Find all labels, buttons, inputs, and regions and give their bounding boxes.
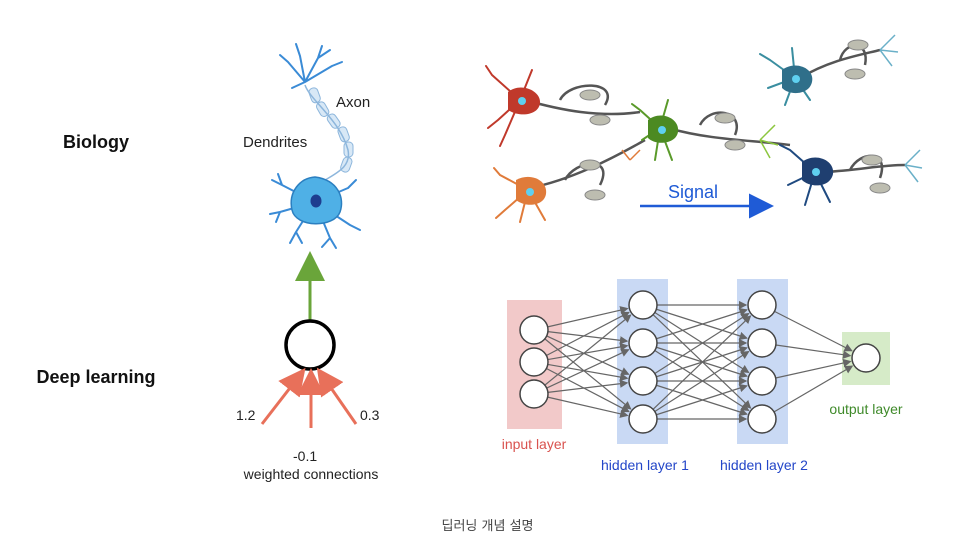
weight-arrow-3 [316, 367, 358, 425]
network-edge [775, 344, 852, 359]
figure-caption: 딥러닝 개념 설명 [441, 519, 534, 534]
deep-learning-label: Deep learning [36, 367, 155, 387]
weight-label-2: -0.1 [293, 448, 317, 464]
hidden-2-node [747, 404, 777, 434]
network-edge [656, 384, 748, 416]
hidden-1-node [628, 290, 658, 320]
hidden-2-node [747, 290, 777, 320]
network-edge [656, 308, 748, 340]
network-edge [654, 312, 750, 374]
network-edge [547, 331, 629, 345]
network-edge [775, 358, 852, 379]
hidden-1-node [628, 366, 658, 396]
network-edge [654, 350, 750, 412]
axon-label: Axon [336, 94, 370, 111]
hidden-layer-2-label: hidden layer 2 [720, 457, 808, 473]
network-edge [546, 367, 630, 413]
weight-arrow-1 [260, 367, 306, 425]
network-edge [546, 311, 630, 357]
hidden-1-node [628, 328, 658, 358]
weighted-connections-label: weighted connections [243, 466, 379, 482]
hidden-2-node [747, 366, 777, 396]
hidden-layer-1-label: hidden layer 1 [601, 457, 689, 473]
output-layer-label: output layer [829, 401, 902, 417]
network-edge [547, 363, 629, 382]
network-edge [547, 396, 629, 418]
dendrites-label: Dendrites [243, 134, 307, 151]
signal-label: Signal [668, 182, 718, 202]
network-connections [544, 300, 854, 424]
input-node [519, 379, 549, 409]
output-node [851, 343, 881, 373]
network-edge [544, 338, 632, 410]
network-edge [546, 349, 630, 389]
neuron-illustration: Axon Dendrites [243, 43, 370, 249]
network-edge [546, 335, 630, 375]
hidden-1-node [628, 404, 658, 434]
perceptron-node [284, 319, 336, 371]
weight-label-1: 1.2 [236, 407, 256, 423]
hidden-2-node [747, 328, 777, 358]
network-edge [774, 310, 853, 352]
network-edge [547, 379, 629, 393]
weighted-arrows [260, 367, 358, 428]
weight-label-3: 0.3 [360, 407, 380, 423]
biology-label: Biology [63, 132, 129, 152]
input-node [519, 347, 549, 377]
biological-network [485, 34, 923, 223]
network-nodes [519, 290, 881, 434]
network-edge [544, 314, 632, 386]
network-edge [652, 315, 752, 410]
network-edge [547, 306, 629, 328]
network-edge [547, 342, 629, 361]
input-node [519, 315, 549, 345]
input-layer-label: input layer [502, 436, 567, 452]
neural-network [507, 279, 890, 444]
network-edge [773, 365, 854, 413]
